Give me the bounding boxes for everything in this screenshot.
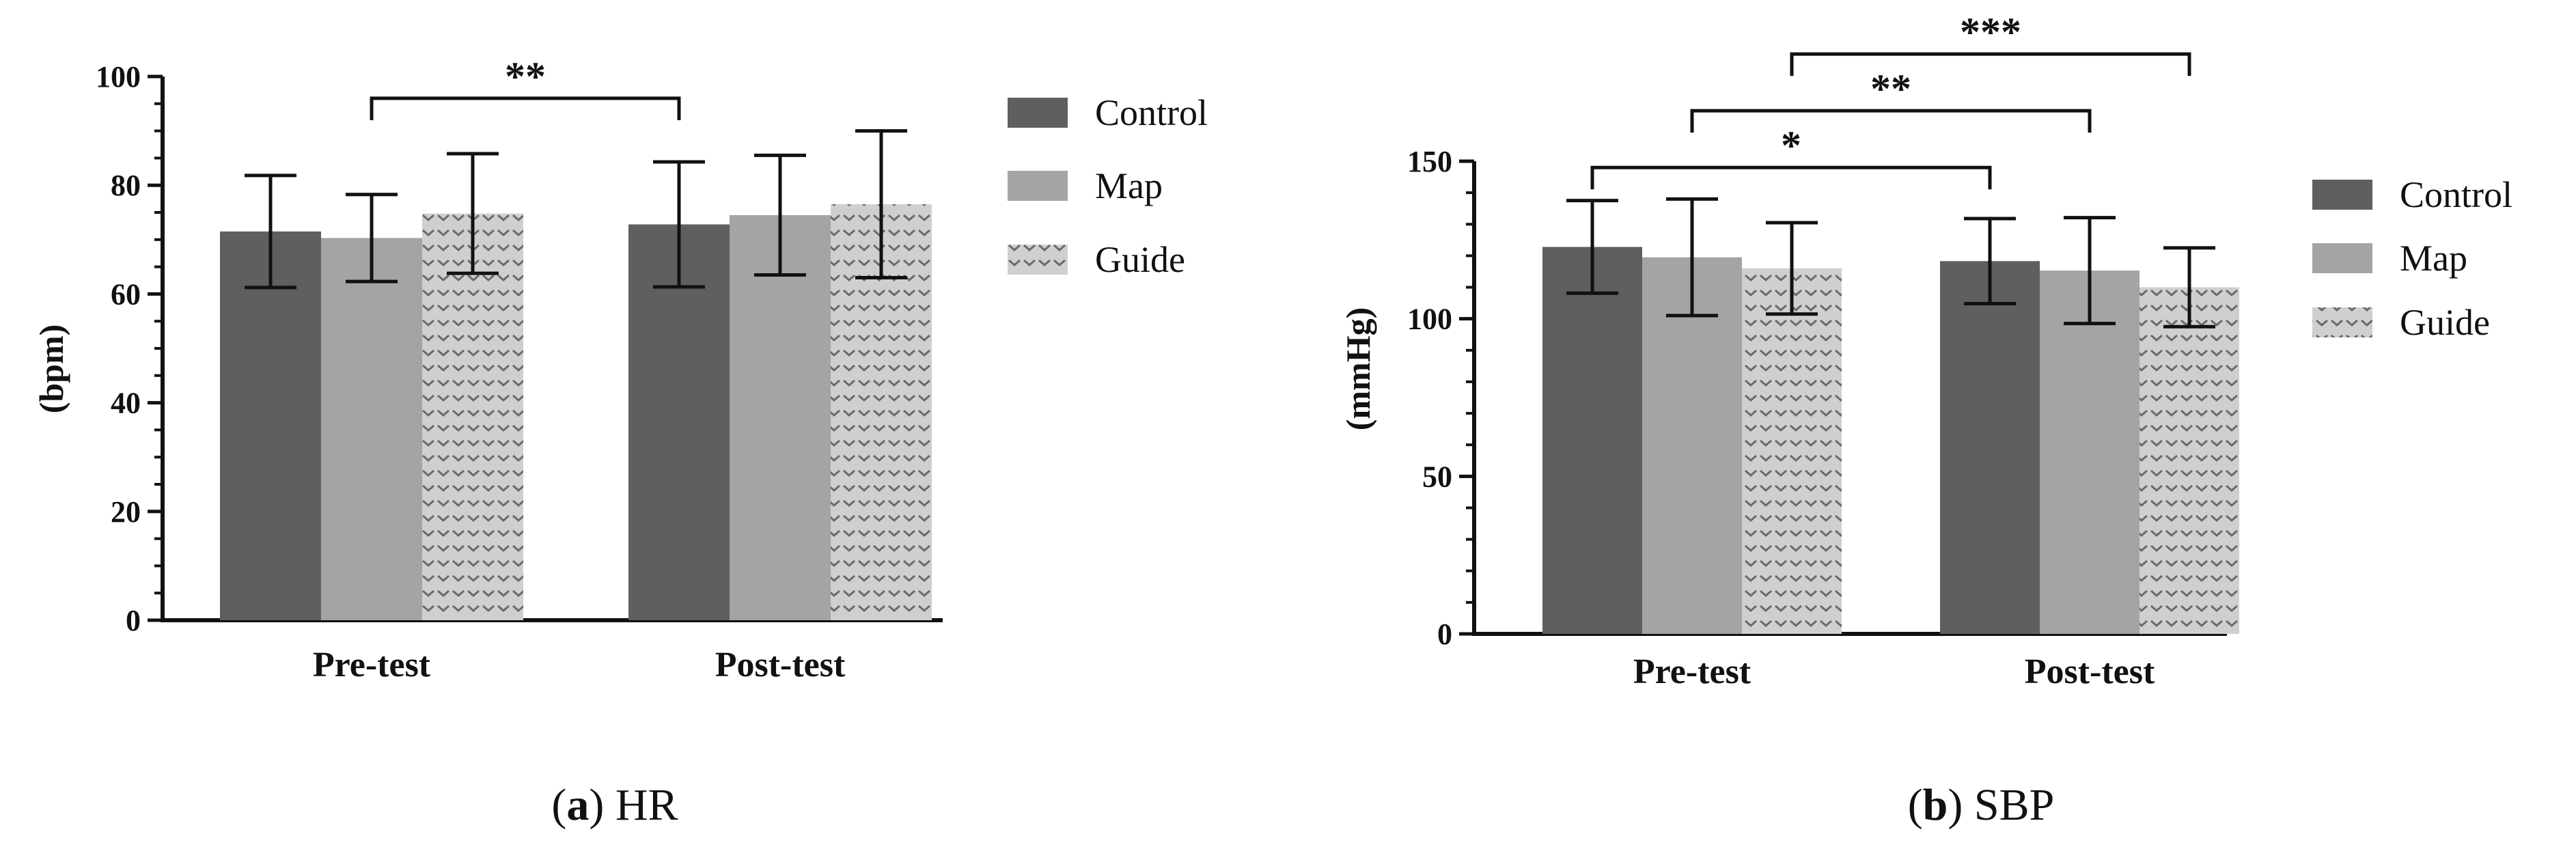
bar-map-pre-test [1642, 257, 1742, 634]
bar-guide-pre-test [422, 213, 523, 620]
y-axis-label: (bpm) [32, 324, 70, 414]
significance-bracket [370, 96, 681, 120]
significance-label: * [1781, 123, 1801, 168]
legend-label-control: Control [1095, 92, 1208, 133]
legend-label-guide: Guide [1095, 239, 1185, 280]
legend-swatch-map [1008, 171, 1068, 201]
caption-letter: a [566, 780, 589, 830]
bar-guide-post-test [2139, 287, 2239, 634]
x-category-label: Post-test [2025, 652, 2155, 691]
significance-label: *** [1960, 10, 2021, 55]
significance-label: ** [505, 54, 546, 99]
error-bars [1566, 197, 2215, 329]
y-tick-label: 0 [1437, 617, 1452, 651]
significance-bracket [1590, 165, 1992, 190]
bar-control-pre-test [220, 231, 321, 620]
bars [1542, 247, 2239, 635]
legend-swatch-guide [2312, 307, 2372, 337]
y-tick-label: 50 [1422, 460, 1452, 493]
significance-label: ** [1870, 66, 1911, 111]
legend-swatch-control [2312, 180, 2372, 210]
y-tick-label: 0 [126, 604, 141, 637]
legend: Control Map Guide [1008, 92, 1208, 280]
y-axis-label: (mmHg) [1339, 307, 1377, 431]
significance-bracket [1790, 52, 2191, 77]
caption-letter: b [1923, 780, 1948, 830]
x-category-label: Pre-test [1633, 652, 1751, 691]
bar-map-pre-test [321, 238, 422, 620]
y-tick-label: 100 [96, 60, 141, 94]
significance-brackets: ****** [1590, 10, 2191, 190]
legend-label-control: Control [2400, 174, 2512, 215]
panel-caption: (b) SBP [1908, 780, 2055, 830]
legend-swatch-guide [1008, 245, 1068, 275]
caption-text: SBP [1974, 780, 2054, 830]
legend-label-map: Map [2400, 238, 2467, 279]
bar-control-post-test [1940, 261, 2040, 634]
legend-swatch-control [1008, 98, 1068, 128]
y-tick-label: 60 [111, 277, 141, 311]
panel-caption: (a) HR [551, 780, 678, 830]
legend-label-guide: Guide [2400, 302, 2490, 343]
bar-control-pre-test [1542, 247, 1642, 634]
bar-map-post-test [2040, 270, 2139, 635]
legend-swatch-map [2312, 243, 2372, 273]
significance-brackets: ** [370, 54, 681, 120]
bar-map-post-test [730, 214, 831, 621]
legend-label-map: Map [1095, 165, 1163, 206]
y-tick-label: 20 [111, 495, 141, 529]
chart-panel-hr: (bpm) 0 20 40 60 80 100 Pre-test Post-test ** C… [32, 54, 1208, 830]
y-tick-label: 100 [1407, 303, 1452, 336]
bar-control-post-test [628, 224, 730, 621]
x-category-label: Post-test [715, 645, 846, 684]
error-bars [245, 129, 907, 290]
y-tick-label: 80 [111, 169, 141, 202]
bar-guide-pre-test [1742, 268, 1842, 634]
y-tick-label: 40 [111, 387, 141, 420]
significance-bracket [1690, 109, 2092, 133]
bars [220, 204, 932, 621]
caption-text: HR [615, 780, 678, 830]
legend: Control Map Guide [2312, 174, 2512, 343]
y-tick-label: 150 [1407, 145, 1452, 178]
x-category-label: Pre-test [313, 645, 431, 684]
